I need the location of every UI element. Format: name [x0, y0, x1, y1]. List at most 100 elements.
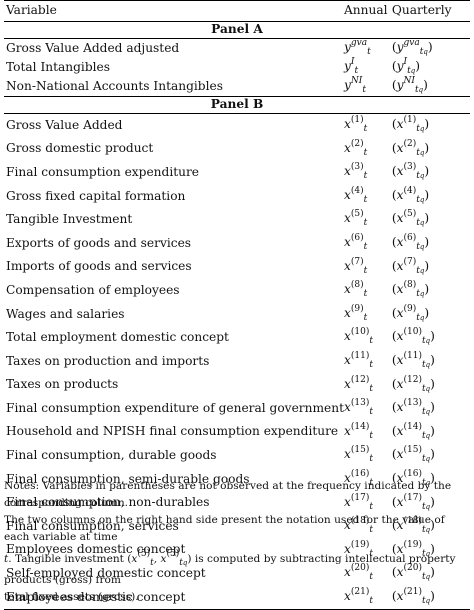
variable-label: Exports of goods and services [6, 235, 192, 250]
panel-b-title-row: Panel B [4, 96, 470, 114]
quarterly-notation: (x(18)tq) [391, 516, 435, 536]
quarterly-notation: (x(9)tq) [391, 303, 430, 323]
annual-notation: x(13)t [343, 398, 373, 418]
variable-label: Gross Value Added [6, 117, 123, 132]
variable-label: Gross Value Added adjusted [6, 40, 180, 55]
variable-label: Wages and salaries [6, 306, 125, 321]
variable-label: Total Intangibles [6, 59, 110, 74]
variable-label: Final consumption expenditure [6, 164, 200, 179]
variable-label: Final consumption, non-durables [6, 495, 210, 510]
annual-notation: yIt [343, 56, 359, 76]
panel-a-title: Panel A [4, 21, 470, 39]
table-row: Total employment domestic concept x(10)t (… [4, 326, 470, 350]
quarterly-notation: (x(11)tq) [391, 350, 435, 370]
variable-label: Final consumption, semi-durable goods [6, 471, 250, 486]
variable-label: Tangible Investment [6, 212, 133, 227]
annual-notation: x(3)t [343, 162, 368, 182]
table-row: Household and NPISH final consumption ex… [4, 420, 470, 444]
variable-label: Final consumption, services [6, 518, 179, 533]
annual-notation: x(9)t [343, 303, 368, 323]
annual-notation: x(17)t [343, 492, 373, 512]
annual-notation: x(11)t [343, 350, 373, 370]
annual-notation: x(16)t [343, 468, 373, 488]
variable-label: Total employment domestic concept [6, 330, 229, 345]
quarterly-notation: (ygvatq) [391, 38, 433, 57]
variable-label: Taxes on production and imports [6, 353, 210, 368]
table-row: Gross Value Added x(1)t (x(1)tq) [4, 113, 470, 137]
quarterly-notation: (x(14)tq) [391, 421, 435, 441]
table-row: Final consumption, durable goods x(15)t (x… [4, 444, 470, 468]
annual-notation: x(12)t [343, 374, 373, 394]
annual-notation: x(7)t [343, 256, 368, 276]
notes-line-2: The two columns on the right hand side p… [4, 514, 445, 543]
quarterly-notation: (x(10)tq) [391, 327, 435, 347]
quarterly-notation: (x(5)tq) [391, 209, 430, 229]
quarterly-notation: (x(16)tq) [391, 468, 435, 488]
notes-math-x5: x(5)t, x(5)tq [131, 549, 188, 568]
table-row: Final consumption, services x(18)t (x(18)t… [4, 515, 470, 539]
annual-notation: x(2)t [343, 138, 368, 158]
variable-label: Household and NPISH final consumption ex… [6, 424, 339, 439]
table-row: Imports of goods and services x(7)t (x(7)t… [4, 255, 470, 279]
table-figure: Variable Annual Quarterly Panel A Gross … [4, 0, 470, 610]
header-quarterly: Quarterly [391, 0, 470, 22]
table-row: Total Intangibles yIt (yItq) [4, 56, 470, 77]
table-row: Wages and salaries x(9)t (x(9)tq) [4, 302, 470, 326]
variable-label: Taxes on products [6, 377, 119, 392]
notes-line-3: t. Tangible investment (x(5)t, x(5)tq) i… [4, 546, 470, 589]
table-row: Final consumption expenditure x(3)t (x(3)t… [4, 161, 470, 185]
quarterly-notation: (x(15)tq) [391, 445, 435, 465]
table-row: Exports of goods and services x(6)t (x(6)t… [4, 232, 470, 256]
table-notes: Notes: Variables in parentheses are not … [4, 478, 470, 606]
table-row: Tangible Investment x(5)t (x(5)tq) [4, 208, 470, 232]
annual-notation: x(1)t [343, 115, 368, 135]
annual-notation: x(18)t [343, 516, 373, 536]
table-row: Compensation of employees x(8)t (x(8)tq) [4, 279, 470, 303]
header-row: Variable Annual Quarterly [4, 0, 470, 22]
quarterly-notation: (x(8)tq) [391, 280, 430, 300]
header-variable: Variable [4, 0, 344, 22]
variable-label: Non-National Accounts Intangibles [4, 76, 344, 97]
table-row: Non-National Accounts Intangibles yNIt (yN… [4, 76, 470, 97]
quarterly-notation: (x(2)tq) [391, 138, 430, 158]
table-row: Gross fixed capital formation x(4)t (x(4)t… [4, 184, 470, 208]
quarterly-notation: (x(7)tq) [391, 256, 430, 276]
panel-b-title: Panel B [4, 96, 470, 114]
quarterly-notation: (x(3)tq) [391, 162, 430, 182]
annual-notation: x(4)t [343, 185, 368, 205]
variable-label: Compensation of employees [6, 282, 180, 297]
annual-notation: x(14)t [343, 421, 373, 441]
notes-line-1: Notes: Variables in parentheses are not … [4, 480, 452, 509]
annual-notation: x(6)t [343, 232, 368, 252]
quarterly-notation: (x(12)tq) [391, 374, 435, 394]
notes-line-3-b: . Tangible investment ( [8, 553, 132, 565]
header-annual: Annual [343, 0, 392, 22]
variable-label: Imports of goods and services [6, 259, 192, 274]
variable-label: Gross domestic product [6, 141, 154, 156]
panel-a-title-row: Panel A [4, 21, 470, 39]
table-row: Final consumption expenditure of general… [4, 397, 470, 421]
table-row: Final consumption, semi-durable goods x(1… [4, 468, 470, 492]
annual-notation: ygvat [343, 38, 371, 57]
table-row: Gross domestic product x(2)t (x(2)tq) [4, 137, 470, 161]
quarterly-notation: (x(6)tq) [391, 232, 430, 252]
variable-label: Final consumption expenditure of general… [6, 400, 344, 415]
table-row: Gross Value Added adjusted ygvat (ygvatq) [4, 38, 470, 58]
annual-notation: x(5)t [343, 209, 368, 229]
quarterly-notation: (x(13)tq) [391, 398, 435, 418]
annual-notation: x(10)t [343, 327, 373, 347]
table-row: Taxes on production and imports x(11)t (x(… [4, 350, 470, 374]
notes-line-4: total fixed assets (gross). [4, 591, 139, 603]
variable-label: Gross fixed capital formation [6, 188, 186, 203]
annual-notation: x(8)t [343, 280, 368, 300]
quarterly-notation: (x(4)tq) [391, 185, 430, 205]
variable-label: Final consumption, durable goods [6, 448, 217, 463]
annual-notation: x(15)t [343, 445, 373, 465]
quarterly-notation: (yNItq) [391, 76, 470, 97]
table-row: Final consumption, non-durables x(17)t (x(… [4, 491, 470, 515]
quarterly-notation: (x(1)tq) [391, 115, 430, 135]
quarterly-notation: (yItq) [391, 56, 420, 76]
table-row: Taxes on products x(12)t (x(12)tq) [4, 373, 470, 397]
annual-notation: yNIt [343, 76, 392, 97]
quarterly-notation: (x(17)tq) [391, 492, 435, 512]
